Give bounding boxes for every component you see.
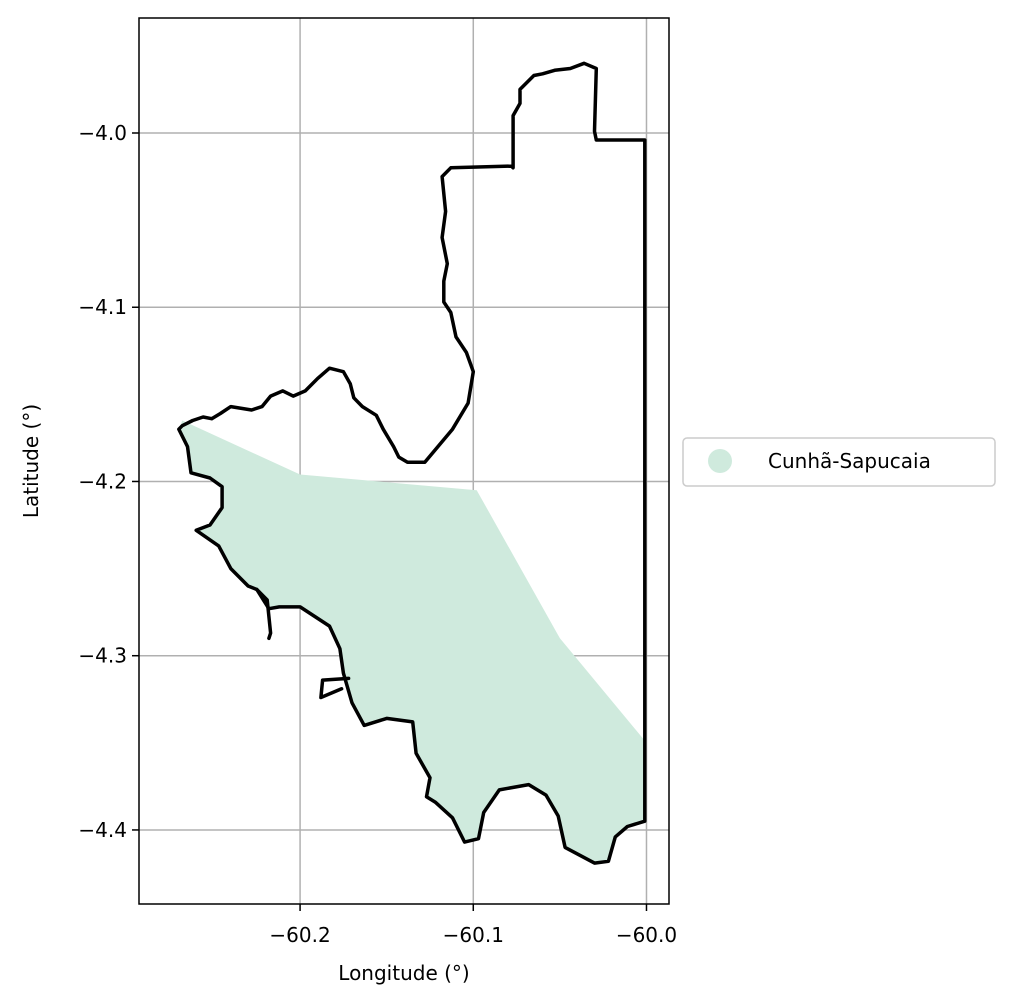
x-axis-ticks: −60.2 −60.1 −60.0 — [269, 904, 677, 947]
x-tick-label: −60.1 — [443, 923, 504, 947]
legend-frame — [682, 437, 996, 487]
y-axis-label: Latitude (°) — [19, 404, 43, 518]
x-axis-label: Longitude (°) — [338, 961, 469, 985]
cunha-sapucaia-area — [178, 420, 647, 864]
y-tick-label: −4.2 — [78, 469, 127, 493]
y-tick-label: −4.3 — [78, 644, 127, 668]
y-tick-label: −4.1 — [78, 295, 127, 319]
boundary-outline — [177, 61, 647, 865]
map-region — [177, 61, 647, 865]
boundary-inlet — [255, 587, 273, 641]
x-tick-label: −60.0 — [616, 923, 677, 947]
legend-marker-icon — [708, 449, 732, 473]
y-axis-ticks: −4.0 −4.1 −4.2 −4.3 −4.4 — [78, 121, 139, 842]
x-tick-label: −60.2 — [269, 923, 330, 947]
legend: Cunhã-Sapucaia — [682, 437, 996, 487]
plot-frame — [138, 17, 670, 905]
y-tick-label: −4.4 — [78, 818, 127, 842]
y-tick-label: −4.0 — [78, 121, 127, 145]
boundary-inlet — [319, 676, 351, 700]
legend-label: Cunhã-Sapucaia — [768, 449, 931, 473]
